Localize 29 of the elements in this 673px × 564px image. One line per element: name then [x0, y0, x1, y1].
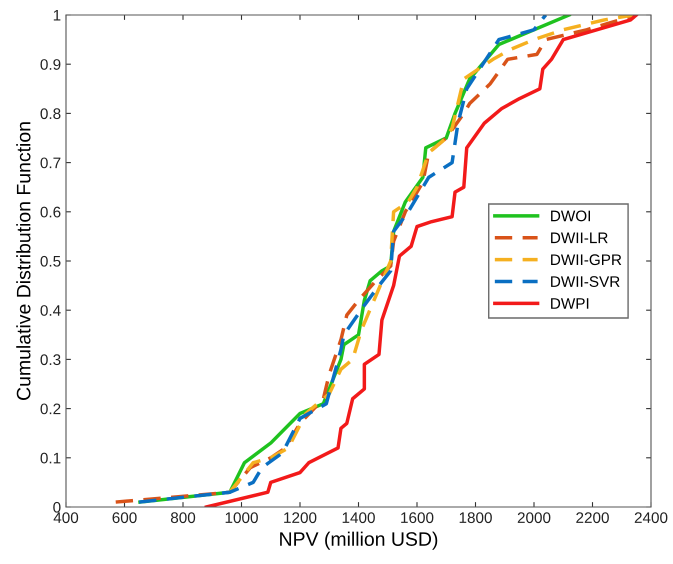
y-tick-label: 0.9 [40, 59, 60, 70]
y-tick-label: 0.6 [40, 206, 60, 218]
y-tick-label: 0.7 [40, 157, 60, 168]
y-tick-label: 0 [53, 502, 61, 513]
x-tick-label: 1400 [342, 512, 375, 524]
y-tick-label: 0.3 [40, 354, 60, 366]
y-tick-label: 0.1 [40, 452, 60, 464]
x-tick-label: 600 [112, 512, 137, 524]
x-tick-label: 1600 [401, 512, 434, 524]
y-axis-title: Cumulative Distribution Function [16, 122, 31, 400]
x-tick-label: 800 [170, 512, 196, 524]
x-tick-label: 1000 [226, 512, 258, 524]
x-tick-label: 2200 [576, 512, 609, 524]
y-tick-label: 0.2 [40, 403, 60, 414]
y-tick-label: 0.5 [40, 256, 60, 267]
legend-label: DWII-GPR [551, 254, 622, 266]
y-tick-label: 1 [54, 10, 60, 21]
legend-label: DWOI [551, 210, 590, 222]
x-tick-label: 2400 [634, 512, 668, 524]
x-tick-label: 1200 [284, 512, 316, 524]
legend-label: DWII-SVR [551, 276, 620, 287]
x-tick-label: 1800 [460, 512, 492, 524]
x-tick-label: 400 [54, 512, 78, 524]
y-tick-label: 0.4 [40, 305, 61, 316]
legend-label: DWPI [551, 298, 588, 309]
legend-label: DWII-LR [551, 232, 608, 244]
x-axis-title: NPV (million USD) [280, 532, 438, 550]
x-tick-label: 2000 [518, 512, 550, 524]
y-tick-label: 0.8 [40, 108, 60, 120]
